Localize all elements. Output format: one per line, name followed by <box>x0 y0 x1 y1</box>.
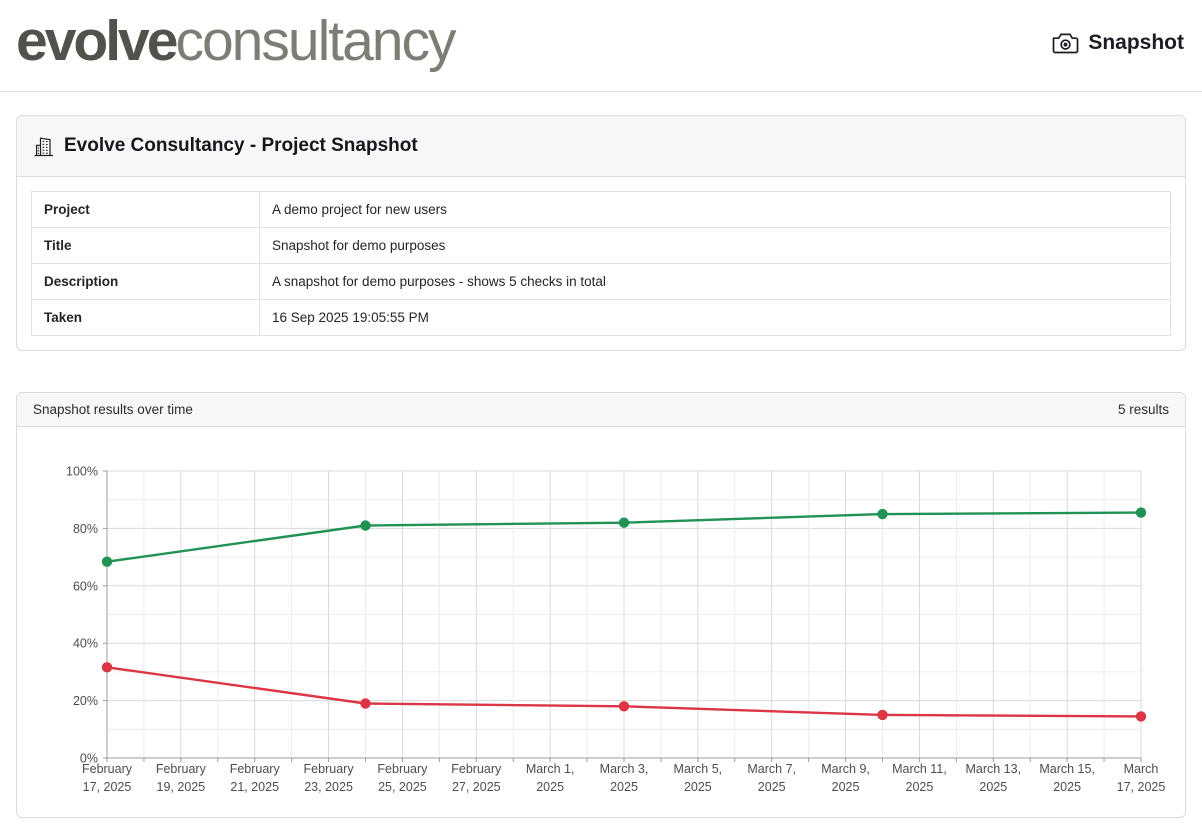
project-info-table: Project A demo project for new users Tit… <box>31 191 1171 336</box>
results-chart-svg: 0% 20% 40% 60% 80% 100% February 17, 2025 Februa… <box>66 465 1166 795</box>
y-tick-label: 80% <box>73 522 98 536</box>
row-label-project: Project <box>31 191 260 228</box>
row-label-description: Description <box>31 263 260 300</box>
green-series-data-point[interactable] <box>1135 507 1147 518</box>
red-series-data-point[interactable] <box>618 701 630 712</box>
x-tick-label: February 23, 2025 <box>304 762 355 794</box>
row-label-taken: Taken <box>31 299 260 336</box>
x-tick-label: March 13, 2025 <box>965 762 1021 794</box>
green-series-data-point[interactable] <box>360 520 371 531</box>
row-label-title: Title <box>31 227 260 264</box>
project-card-title: Evolve Consultancy - Project Snapshot <box>64 135 418 156</box>
logo-word-consultancy: consultancy <box>175 9 456 73</box>
snapshot-button-label: Snapshot <box>1088 30 1184 54</box>
x-tick-label: March 1, 2025 <box>526 762 575 794</box>
green-series-data-point[interactable] <box>101 556 113 567</box>
x-tick-label: February 19, 2025 <box>156 762 207 794</box>
table-row: Taken 16 Sep 2025 19:05:55 PM <box>31 299 1171 336</box>
row-value-description: A snapshot for demo purposes - shows 5 c… <box>259 263 1171 300</box>
table-row: Title Snapshot for demo purposes <box>31 227 1171 264</box>
page-main: Evolve Consultancy - Project Snapshot Pr… <box>0 115 1202 824</box>
row-value-taken: 16 Sep 2025 19:05:55 PM <box>259 299 1171 336</box>
red-series-data-point[interactable] <box>360 698 371 709</box>
red-series-data-point[interactable] <box>877 709 888 721</box>
table-row: Description A snapshot for demo purposes… <box>31 263 1171 300</box>
y-tick-label: 100% <box>66 465 98 479</box>
green-series-data-point[interactable] <box>618 517 630 528</box>
x-tick-label: February 27, 2025 <box>451 762 502 794</box>
green-series-data-point[interactable] <box>877 508 888 520</box>
project-card-header: Evolve Consultancy - Project Snapshot <box>17 116 1185 177</box>
y-tick-label: 0% <box>80 752 98 766</box>
results-card-title: Snapshot results over time <box>33 402 193 417</box>
results-chart-canvas[interactable]: 0% 20% 40% 60% 80% 100% February 17, 2025 Februa… <box>17 427 1185 817</box>
snapshot-results-card: Snapshot results over time 5 results 0% 2… <box>16 392 1186 818</box>
project-card-body: Project A demo project for new users Tit… <box>17 177 1185 350</box>
app-header: evolve consultancy Snapshot <box>0 0 1202 92</box>
building-icon <box>33 136 54 157</box>
x-tick-label: February 17, 2025 <box>82 762 133 794</box>
snapshot-button[interactable]: Snapshot <box>1050 27 1186 59</box>
x-tick-label: March 11, 2025 <box>892 762 947 794</box>
x-tick-label: March 15, 2025 <box>1039 762 1095 794</box>
project-snapshot-card: Evolve Consultancy - Project Snapshot Pr… <box>16 115 1186 351</box>
red-series-data-point[interactable] <box>101 662 113 673</box>
x-tick-label: March 5, 2025 <box>674 762 723 794</box>
y-tick-label: 20% <box>73 694 98 708</box>
results-count-badge: 5 results <box>1117 402 1169 417</box>
results-card-header: Snapshot results over time 5 results <box>17 393 1185 427</box>
table-row: Project A demo project for new users <box>31 191 1171 228</box>
x-tick-label: February 25, 2025 <box>377 762 428 794</box>
row-value-title: Snapshot for demo purposes <box>259 227 1171 264</box>
x-tick-label: March 3, 2025 <box>600 762 649 794</box>
camera-icon <box>1052 31 1079 54</box>
logo-word-evolve: evolve <box>16 9 178 73</box>
evolve-consultancy-logo[interactable]: evolve consultancy <box>16 9 456 73</box>
x-tick-label: February 21, 2025 <box>230 762 281 794</box>
x-tick-label: March 7, 2025 <box>747 762 796 794</box>
x-tick-label: March 9, 2025 <box>821 762 870 794</box>
x-tick-label: March 17, 2025 <box>1117 762 1166 794</box>
y-tick-label: 40% <box>73 637 98 651</box>
y-tick-label: 60% <box>73 579 98 593</box>
row-value-project: A demo project for new users <box>259 191 1171 228</box>
red-series-data-point[interactable] <box>1135 711 1147 722</box>
